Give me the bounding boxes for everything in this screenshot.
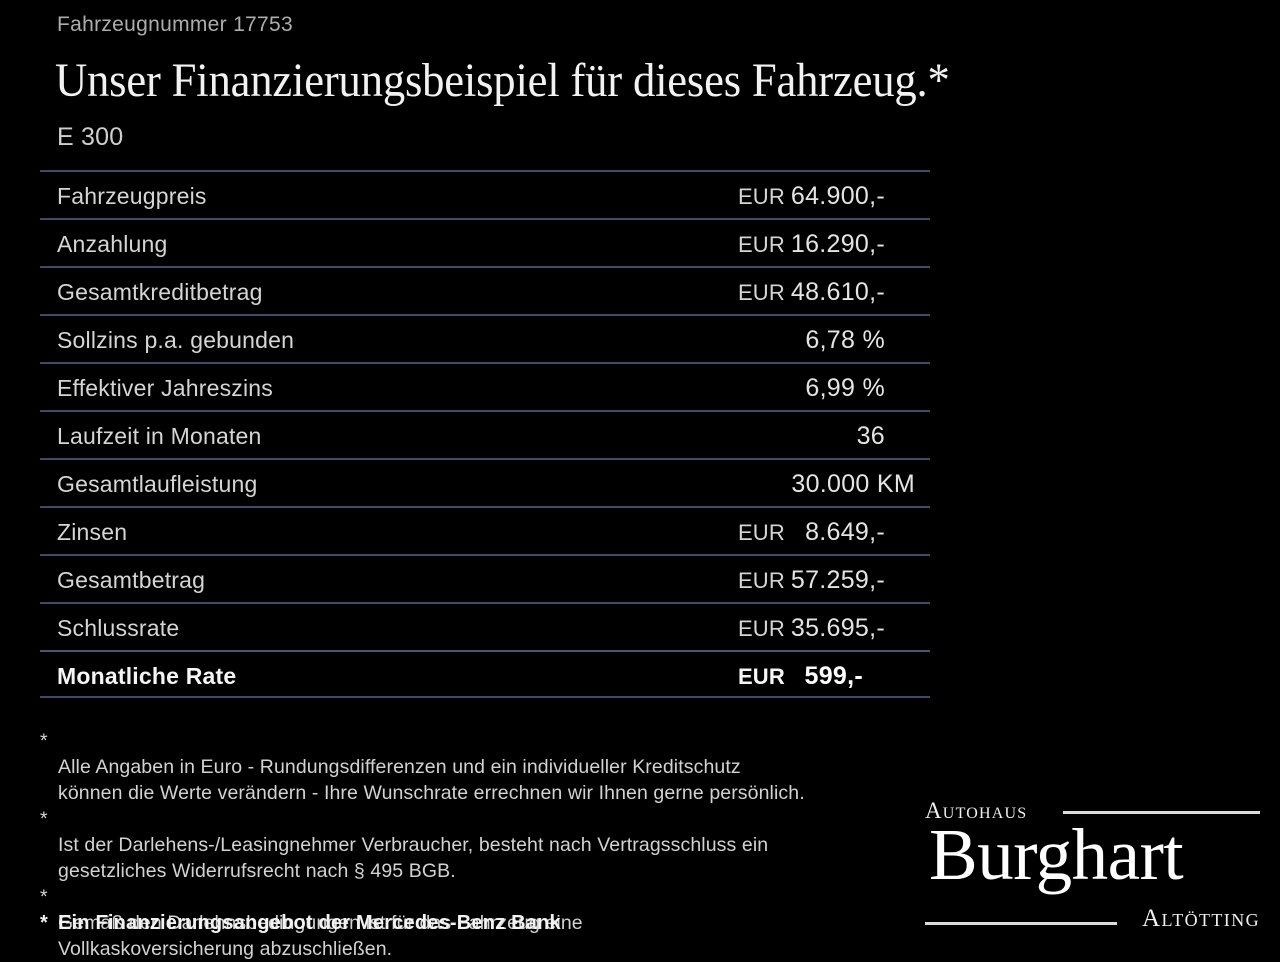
asterisk-marker: * [40, 912, 48, 934]
table-row: Gesamtlaufleistung 30.000 KM [40, 458, 930, 506]
footnote-text: Gemäß den Darlehnsbedingungen ist für da… [58, 912, 583, 960]
vehicle-number: Fahrzeugnummer 17753 [57, 13, 293, 36]
logo-autohaus-text: Autohaus [925, 798, 1028, 823]
footnote-bank-text: Ein Finanzierungsangebot der Mercedes-Be… [58, 912, 561, 934]
row-label: Schlussrate [57, 615, 180, 641]
logo-rule-bottom [925, 922, 1117, 925]
footnotes: * Alle Angaben in Euro - Rundungsdifferen… [40, 728, 950, 962]
row-value: 8.649,- [805, 518, 885, 546]
row-label: Effektiver Jahreszins [57, 375, 273, 401]
vehicle-model-name: E 300 [57, 123, 124, 151]
row-value: 30.000 KM [791, 470, 915, 498]
row-label: Gesamtlaufleistung [57, 471, 258, 497]
row-value: 6,78 % [805, 326, 885, 354]
row-label: Fahrzeugpreis [57, 183, 207, 209]
row-label: Gesamtbetrag [57, 567, 206, 593]
row-label: Laufzeit in Monaten [57, 423, 262, 449]
table-row: Gesamtbetrag EUR 57.259,- [40, 554, 930, 602]
row-currency: EUR [737, 664, 785, 689]
table-row: Schlussrate EUR 35.695,- [40, 602, 930, 650]
row-label: Gesamtkreditbetrag [57, 279, 263, 305]
footnote-text: Ist der Darlehens-/Leasingnehmer Verbrau… [58, 834, 769, 882]
table-row: Gesamtkreditbetrag EUR 48.610,- [40, 266, 930, 314]
logo-city-text: Altötting [1142, 905, 1260, 932]
row-currency: EUR [737, 520, 785, 545]
footnote-item: * Ist der Darlehens-/Leasingnehmer Verbra… [40, 806, 950, 884]
logo-rule-top [1063, 811, 1260, 814]
page-title: Unser Finanzierungsbeispiel für dieses F… [55, 54, 950, 107]
table-row: Zinsen EUR 8.649,- [40, 506, 930, 554]
logo-top-line: Autohaus [925, 798, 1260, 823]
footnote-item: * Gemäß den Darlehnsbedingungen ist für d… [40, 884, 950, 962]
row-currency: EUR [737, 616, 785, 641]
footnote-bank: * Ein Finanzierungsangebot der Mercedes-B… [40, 912, 561, 935]
row-value: 35.695,- [790, 614, 885, 642]
table-row: Laufzeit in Monaten 36 [40, 410, 930, 458]
row-value: 57.259,- [790, 566, 885, 594]
row-label: Monatliche Rate [57, 663, 237, 689]
footnote-item: * Alle Angaben in Euro - Rundungsdifferen… [40, 728, 950, 806]
row-currency: EUR [737, 568, 785, 593]
logo-bottom-line: Altötting [925, 905, 1260, 933]
asterisk-marker: * [40, 886, 48, 908]
asterisk-marker: * [40, 808, 48, 830]
row-value: 16.290,- [790, 230, 885, 258]
row-currency: EUR [737, 280, 785, 305]
row-value: 48.610,- [790, 278, 885, 306]
row-label: Zinsen [57, 519, 128, 545]
row-value: 6,99 % [805, 374, 885, 402]
footnote-text: Alle Angaben in Euro - Rundungsdifferenz… [58, 756, 805, 804]
row-value: 36 [856, 422, 885, 450]
row-value: 64.900,- [790, 182, 885, 210]
finance-table: Fahrzeugpreis EUR 64.900,- Anzahlung EUR… [40, 170, 930, 698]
row-label: Anzahlung [57, 231, 168, 257]
table-row: Sollzins p.a. gebunden 6,78 % [40, 314, 930, 362]
row-label: Sollzins p.a. gebunden [57, 327, 295, 353]
row-currency: EUR [737, 232, 785, 257]
asterisk-marker: * [40, 730, 48, 752]
logo-name-text: Burghart [929, 814, 1184, 895]
dealer-logo: Autohaus Burghart Altötting [925, 793, 1260, 943]
table-row: Effektiver Jahreszins 6,99 % [40, 362, 930, 410]
table-row: Anzahlung EUR 16.290,- [40, 218, 930, 266]
row-value: 599,- [804, 662, 863, 690]
table-row: Fahrzeugpreis EUR 64.900,- [40, 170, 930, 218]
table-row-monthly-rate: Monatliche Rate EUR 599,- [40, 650, 930, 698]
row-currency: EUR [737, 184, 785, 209]
